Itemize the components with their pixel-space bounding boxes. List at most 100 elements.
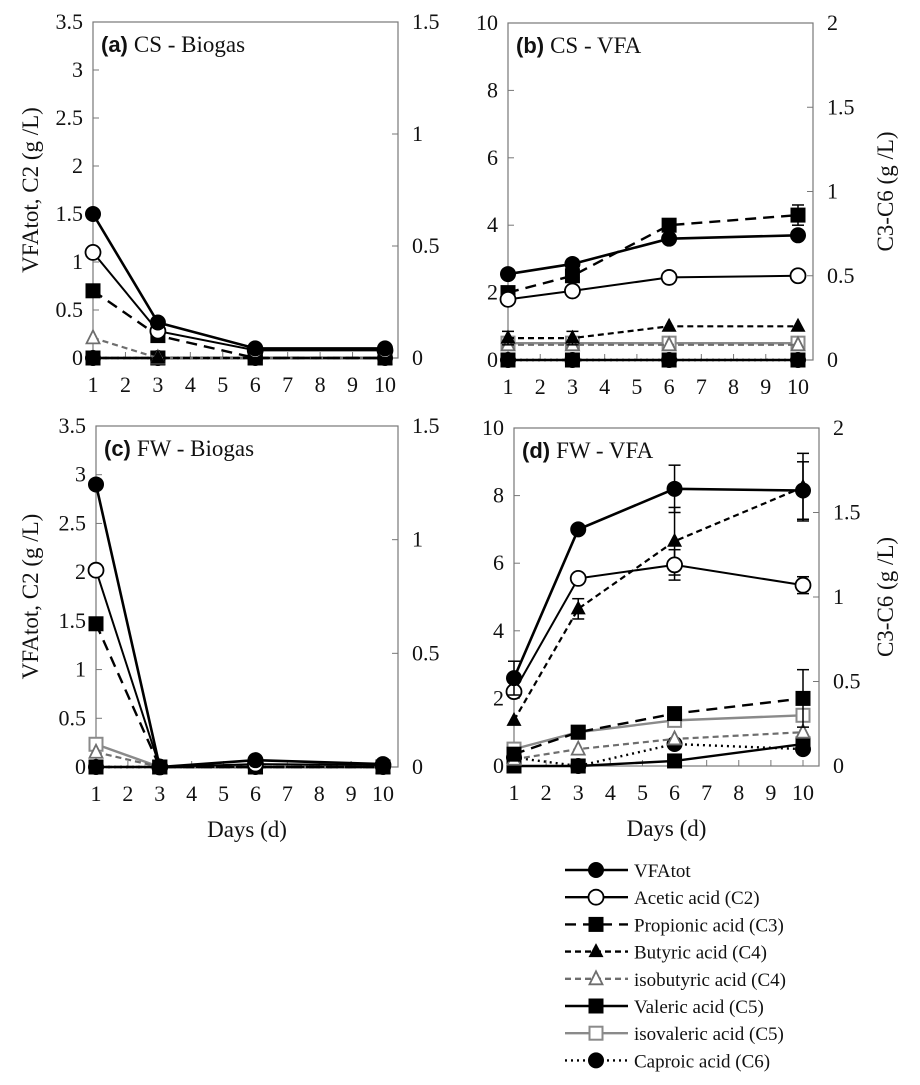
data-point-vfatot xyxy=(661,230,678,247)
legend-label: isobutyric acid (C4) xyxy=(634,970,786,991)
series-c2 xyxy=(84,243,394,359)
panel-title-text: CS - Biogas xyxy=(134,32,245,57)
y-right-tick-label: 0.5 xyxy=(827,263,855,288)
legend-marker-icon xyxy=(587,888,605,906)
panel-title: (d) FW - VFA xyxy=(522,438,654,463)
series-vfatot xyxy=(85,206,393,357)
data-point-ic4 xyxy=(570,739,587,756)
data-point-c4 xyxy=(790,317,806,332)
legend-label: VFAtot xyxy=(634,861,691,882)
data-point-vfatot xyxy=(564,255,581,272)
legend-label: Valeric acid (C5) xyxy=(634,997,764,1018)
data-point-vfatot xyxy=(247,752,264,769)
y-right-tick-label: 0.5 xyxy=(412,640,440,665)
data-point-vfatot xyxy=(666,480,683,497)
y-left-axis-label: VFAtot, C2 (g /L) xyxy=(18,514,43,680)
x-tick-label: 3 xyxy=(152,372,163,397)
x-tick-label: 6 xyxy=(250,372,261,397)
x-tick-label: 7 xyxy=(282,372,293,397)
data-point-c4 xyxy=(150,349,166,364)
data-point-c4 xyxy=(85,349,101,364)
panel-c: 00.511.522.533.500.511.51 2 3 4 5 6 7 8 9 10(c) FW… xyxy=(18,413,440,842)
series-line-c2 xyxy=(92,251,385,352)
x-tick-label: 5 xyxy=(631,374,642,399)
y-left-tick-label: 0 xyxy=(493,753,504,778)
panel-title-text: CS - VFA xyxy=(550,33,642,58)
data-point-c2 xyxy=(569,570,587,587)
legend-marker-icon xyxy=(588,943,604,958)
y-left-tick-label: 2 xyxy=(487,280,498,305)
data-point-vfatot xyxy=(149,314,166,331)
x-tick-label: 5 xyxy=(217,372,228,397)
x-tick-label: 8 xyxy=(728,374,739,399)
data-point-ic4 xyxy=(666,729,683,746)
y-right-tick-label: 1.5 xyxy=(827,94,855,119)
series-c2 xyxy=(505,548,812,701)
series-ic4 xyxy=(500,335,806,352)
panel-a: 00.511.522.533.500.511.51 2 3 4 5 6 7 8 9 10(a) CS… xyxy=(18,9,440,397)
x-tick-label: 6 xyxy=(664,374,675,399)
y-left-tick-label: 1.5 xyxy=(59,608,87,633)
data-point-c3 xyxy=(661,217,677,233)
series-line-c3 xyxy=(513,697,804,756)
y-left-tick-label: 2 xyxy=(75,559,86,584)
data-point-c5 xyxy=(790,352,806,368)
y-right-tick-label: 2 xyxy=(827,10,838,35)
legend-item-c3: Propionic acid (C3) xyxy=(565,915,784,936)
data-point-c4 xyxy=(661,317,677,332)
x-tick-label: 2 xyxy=(535,374,546,399)
series-line-ic5 xyxy=(513,714,804,751)
y-right-tick-label: 1 xyxy=(412,527,423,552)
series-line-vfatot xyxy=(94,484,384,769)
data-point-c4 xyxy=(570,600,586,615)
data-point-c3 xyxy=(88,616,104,632)
data-point-ic4 xyxy=(661,335,678,352)
data-point-c2 xyxy=(564,282,581,300)
y-right-tick-label: 0 xyxy=(412,345,423,370)
y-left-tick-label: 4 xyxy=(493,618,504,643)
x-tick-label: 9 xyxy=(765,780,776,805)
x-tick-label: 1 xyxy=(509,780,520,805)
series-ic5 xyxy=(500,335,806,351)
data-point-ic4 xyxy=(85,328,101,345)
legend-label: Propionic acid (C3) xyxy=(634,915,784,936)
y-left-tick-label: 8 xyxy=(493,483,504,508)
series-line-c2 xyxy=(513,563,804,693)
series-vfatot xyxy=(500,227,806,283)
legend-marker-icon xyxy=(588,862,604,878)
x-tick-label: 3 xyxy=(573,780,584,805)
legend-marker-icon xyxy=(588,916,604,932)
legend-item-ic4: isobutyric acid (C4) xyxy=(565,969,786,991)
data-point-vfatot xyxy=(506,670,522,687)
y-left-tick-label: 2 xyxy=(72,153,83,178)
series-c4 xyxy=(500,317,806,346)
x-tick-label: 10 xyxy=(787,374,809,399)
y-left-tick-label: 6 xyxy=(487,145,498,170)
data-point-c5 xyxy=(570,758,586,774)
series-line-c5 xyxy=(514,742,804,768)
x-tick-label: 10 xyxy=(792,780,814,805)
data-point-c4 xyxy=(88,758,104,773)
data-point-vfatot xyxy=(247,340,264,357)
x-tick-label: 6 xyxy=(669,780,680,805)
plot-frame xyxy=(95,425,399,768)
x-tick-label: 5 xyxy=(637,780,648,805)
data-point-vfatot xyxy=(500,266,516,283)
y-right-tick-label: 0 xyxy=(827,347,838,372)
x-axis-label: Days (d) xyxy=(627,816,707,841)
y-left-tick-label: 6 xyxy=(493,550,504,575)
series-line-c6 xyxy=(513,742,804,768)
data-point-c4 xyxy=(500,329,516,344)
x-tick-label: 1 xyxy=(503,374,514,399)
data-point-c5 xyxy=(500,352,516,368)
panel-label: (c) xyxy=(104,436,131,461)
series-c3 xyxy=(88,616,391,775)
data-point-c2 xyxy=(789,267,807,285)
legend-label: Acetic acid (C2) xyxy=(634,888,760,909)
x-tick-label: 8 xyxy=(314,781,325,806)
y-right-tick-label: 0 xyxy=(833,753,844,778)
series-line-ic4 xyxy=(513,731,804,761)
data-point-c3 xyxy=(85,283,101,299)
panel-title: (c) FW - Biogas xyxy=(104,436,254,461)
